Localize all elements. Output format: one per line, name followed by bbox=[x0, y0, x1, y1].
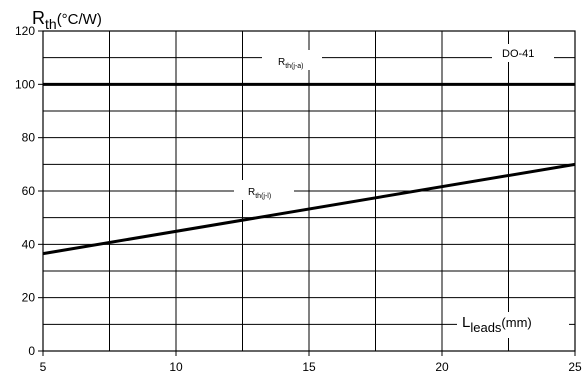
x-axis-title-unit: (mm) bbox=[501, 315, 531, 330]
y-tick-label: 60 bbox=[22, 184, 36, 198]
series-layer bbox=[42, 82, 576, 256]
series-label-rth-jl: Rth(j-l) bbox=[248, 187, 271, 200]
series-line-rth-jl bbox=[42, 162, 576, 256]
label-bg-rth-jl bbox=[234, 180, 294, 200]
label-bg-rth-ja bbox=[262, 50, 322, 70]
x-axis-title: Lleads(mm) bbox=[462, 314, 532, 335]
y-tick-label: 0 bbox=[28, 344, 35, 358]
x-tick-label: 10 bbox=[169, 360, 183, 374]
grid bbox=[42, 30, 576, 352]
y-tick-label: 120 bbox=[15, 24, 35, 38]
x-tick-label: 20 bbox=[435, 360, 449, 374]
x-tick-label: 15 bbox=[302, 360, 316, 374]
package-label: DO-41 bbox=[502, 48, 534, 60]
series-label-rth-jl-sub: th(j-l) bbox=[255, 193, 271, 200]
y-axis-title-sub: th bbox=[45, 16, 57, 32]
x-tick-label: 5 bbox=[40, 360, 47, 374]
x-axis-title-main: L bbox=[462, 314, 470, 331]
series-label-rth-ja: Rth(j-a) bbox=[278, 57, 304, 70]
tick-labels: 0 20 40 60 80 100 120 5 10 15 20 25 bbox=[15, 24, 582, 374]
y-tick-label: 100 bbox=[15, 77, 35, 91]
series-label-rth-jl-main: R bbox=[248, 187, 255, 198]
y-tick-label: 40 bbox=[22, 237, 36, 251]
label-bg-do41 bbox=[492, 44, 554, 62]
x-axis-title-sub: leads bbox=[470, 320, 502, 335]
y-axis-title-unit: (°C/W) bbox=[57, 11, 102, 28]
y-axis-title-main: R bbox=[32, 8, 45, 28]
label-bg-xlabel bbox=[457, 312, 569, 338]
y-tick-label: 20 bbox=[22, 291, 36, 305]
x-tick-label: 25 bbox=[568, 360, 582, 374]
series-label-rth-ja-sub: th(j-a) bbox=[285, 63, 303, 70]
series-label-rth-ja-main: R bbox=[278, 57, 285, 68]
y-axis-title: Rth(°C/W) bbox=[32, 8, 102, 32]
y-tick-label: 80 bbox=[22, 131, 36, 145]
